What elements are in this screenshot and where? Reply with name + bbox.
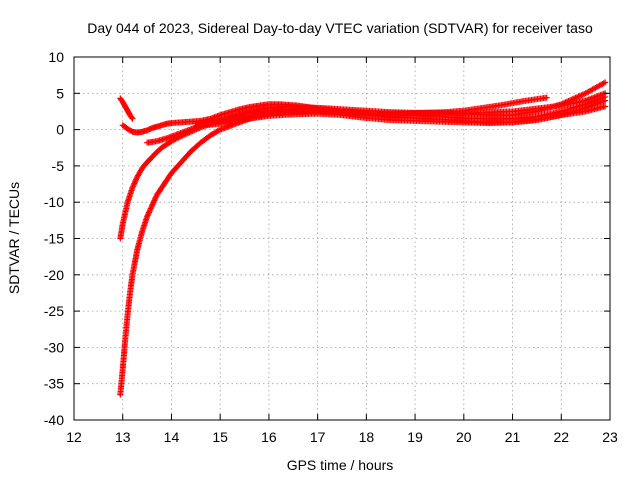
data-point: [147, 206, 154, 213]
y-tick-label: 5: [56, 85, 64, 101]
x-tick-label: 22: [553, 429, 569, 445]
data-point: [128, 114, 135, 121]
y-tick-label: -10: [44, 194, 64, 210]
data-point: [129, 115, 136, 122]
x-tick-label: 14: [164, 429, 180, 445]
x-tick-label: 15: [212, 429, 228, 445]
data-point: [146, 208, 153, 215]
data-point: [130, 181, 137, 188]
data-point: [152, 194, 159, 201]
data-point: [602, 103, 609, 110]
data-point: [129, 184, 136, 191]
series-trace-a: [117, 93, 609, 398]
data-point: [152, 196, 159, 203]
y-tick-label: 0: [56, 122, 64, 138]
data-point: [144, 213, 151, 220]
y-tick-label: -30: [44, 339, 64, 355]
y-tick-label: -40: [44, 412, 64, 428]
data-point: [215, 127, 222, 134]
data-point: [150, 200, 157, 207]
data-point: [130, 183, 137, 190]
x-tick-label: 19: [407, 429, 423, 445]
y-tick-label: -20: [44, 267, 64, 283]
data-point: [148, 204, 155, 211]
x-tick-label: 18: [359, 429, 375, 445]
data-point: [602, 97, 609, 104]
data-point: [600, 80, 607, 87]
grid: [74, 57, 610, 420]
x-tick-label: 16: [261, 429, 277, 445]
y-tick-label: -5: [52, 158, 65, 174]
data-point: [132, 177, 139, 184]
y-tick-label: 10: [48, 49, 64, 65]
x-tick-label: 13: [115, 429, 131, 445]
series-trace-c: [117, 95, 136, 122]
data-point: [148, 202, 155, 209]
data-point: [149, 201, 156, 208]
series-trace-b: [117, 79, 609, 242]
x-tick-label: 17: [310, 429, 326, 445]
x-tick-label: 23: [602, 429, 618, 445]
data-point: [147, 205, 154, 212]
x-axis-label: GPS time / hours: [287, 457, 394, 473]
data-point: [144, 212, 151, 219]
data-point: [543, 94, 550, 101]
data-point: [145, 210, 152, 217]
data-point: [133, 175, 140, 182]
y-tick-label: -15: [44, 231, 64, 247]
axis-ticks: 12 13 14 15 16 17 18 19 20 21 22 23 10 5 0 -5 -10 -15 -20 -…: [44, 49, 618, 445]
x-tick-label: 20: [456, 429, 472, 445]
y-tick-label: -25: [44, 303, 64, 319]
data-point: [131, 179, 138, 186]
data-point: [150, 198, 157, 205]
data-point: [131, 180, 138, 187]
data-point: [602, 79, 609, 86]
x-tick-label: 12: [66, 429, 82, 445]
data-point: [133, 176, 140, 183]
data-points: [117, 79, 609, 398]
x-tick-label: 21: [505, 429, 521, 445]
y-tick-label: -35: [44, 376, 64, 392]
data-point: [151, 197, 158, 204]
data-point: [145, 209, 152, 216]
series-trace-g: [192, 103, 609, 129]
chart-title: Day 044 of 2023, Sidereal Day-to-day VTE…: [87, 20, 593, 36]
y-axis-label: SDTVAR / TECUs: [6, 182, 22, 294]
